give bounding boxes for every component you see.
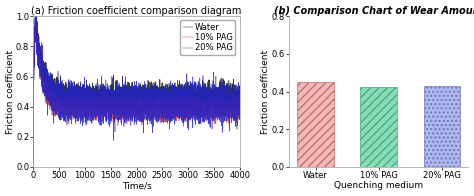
20% PAG	[237, 107, 243, 109]
20% PAG	[105, 113, 111, 115]
Line: 10% PAG: 10% PAG	[33, 21, 240, 162]
Bar	[297, 82, 334, 167]
10% PAG	[194, 103, 200, 105]
Line: 20% PAG: 20% PAG	[33, 16, 240, 167]
20% PAG	[194, 92, 200, 94]
20% PAG	[41, 83, 46, 85]
Water	[30, 155, 36, 157]
Title: (a) Friction coefficient comparison diagram: (a) Friction coefficient comparison diag…	[31, 5, 242, 15]
Bar	[424, 86, 460, 167]
20% PAG	[183, 92, 189, 94]
10% PAG	[30, 161, 36, 163]
10% PAG	[162, 115, 167, 117]
Bar	[360, 87, 397, 167]
Water	[183, 94, 189, 97]
10% PAG	[153, 111, 158, 113]
Legend: Water, 10% PAG, 20% PAG: Water, 10% PAG, 20% PAG	[180, 21, 236, 55]
10% PAG	[105, 108, 111, 111]
10% PAG	[183, 111, 189, 113]
Water	[105, 95, 111, 98]
Water	[33, 15, 38, 17]
Water	[41, 69, 46, 71]
X-axis label: Quenching medium: Quenching medium	[334, 181, 423, 191]
20% PAG	[32, 15, 38, 17]
Title: (b) Comparison Chart of Wear Amount: (b) Comparison Chart of Wear Amount	[273, 5, 474, 15]
20% PAG	[30, 166, 36, 168]
Y-axis label: Friction coefficient: Friction coefficient	[261, 50, 270, 134]
20% PAG	[153, 108, 158, 110]
X-axis label: Time/s: Time/s	[122, 181, 151, 191]
10% PAG	[32, 20, 38, 23]
Y-axis label: Friction coefficient: Friction coefficient	[6, 50, 15, 134]
Line: Water: Water	[33, 16, 240, 156]
10% PAG	[41, 90, 46, 93]
Water	[237, 96, 243, 98]
Water	[153, 107, 158, 109]
Water	[162, 105, 167, 107]
20% PAG	[162, 100, 167, 102]
Water	[194, 92, 200, 94]
10% PAG	[237, 109, 243, 111]
